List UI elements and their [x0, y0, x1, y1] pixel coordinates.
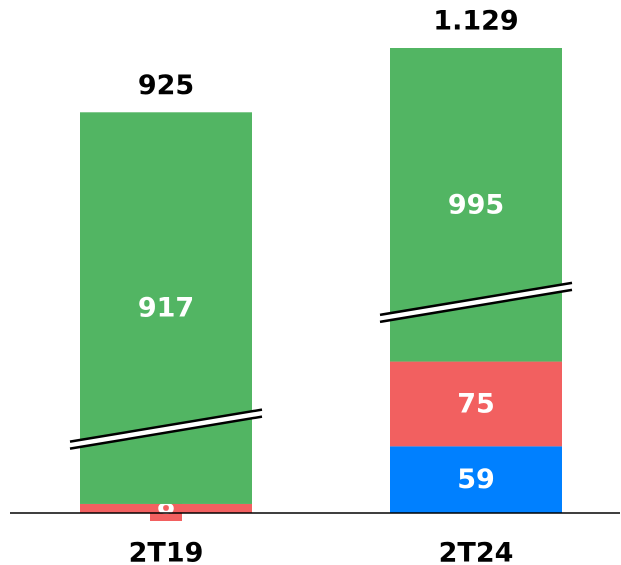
- bar-segment: [390, 361, 562, 447]
- total-label: 1.129: [433, 6, 518, 37]
- axis-break: [380, 282, 572, 322]
- axis-break: [70, 409, 262, 449]
- data-label: 75: [457, 388, 495, 419]
- bar-segment: [390, 446, 562, 513]
- data-label: 59: [457, 464, 495, 495]
- axis-break-line: [69, 408, 263, 443]
- axis-break-line: [69, 415, 263, 450]
- axis-break-line: [379, 288, 573, 324]
- data-label: 917: [138, 293, 194, 324]
- axis-break-line: [379, 281, 573, 317]
- data-label: 995: [448, 189, 504, 220]
- x-tick-label: 2T19: [129, 538, 204, 565]
- total-label: 925: [138, 70, 194, 101]
- x-tick-label: 2T24: [439, 538, 514, 565]
